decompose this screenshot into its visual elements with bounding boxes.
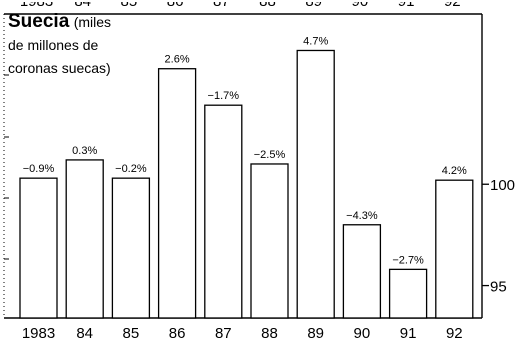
top-crop-mask bbox=[0, 0, 519, 2]
chart-title-main: Suecia bbox=[8, 11, 70, 32]
top-cut-label: 90 bbox=[352, 0, 369, 10]
bar bbox=[65, 159, 104, 319]
x-tick-label: 89 bbox=[307, 325, 324, 342]
bar bbox=[342, 224, 382, 319]
bar bbox=[19, 177, 58, 319]
top-cut-label: 85 bbox=[121, 0, 138, 10]
y-tick-label: 100 bbox=[490, 177, 515, 194]
x-tick-label: 84 bbox=[76, 325, 93, 342]
bar-data-label: −2.5% bbox=[254, 149, 286, 161]
chart-title: Suecia (miles de millones de coronas sue… bbox=[8, 10, 111, 80]
chart-title-unit-part-1: (miles bbox=[73, 14, 112, 30]
bar bbox=[435, 179, 474, 319]
x-tick-label: 85 bbox=[123, 325, 140, 342]
bar-data-label: −2.7% bbox=[392, 254, 424, 266]
x-tick-label: 1983 bbox=[22, 325, 55, 342]
bar bbox=[111, 177, 151, 319]
top-cut-label: 1983 bbox=[20, 0, 53, 10]
bar-data-label: −0.9% bbox=[23, 163, 55, 175]
bar-data-label: 2.6% bbox=[165, 54, 190, 66]
chart-title-unit-part-2: de millones de bbox=[8, 37, 99, 53]
top-cut-label: 92 bbox=[444, 0, 461, 10]
bar-data-label: −0.2% bbox=[115, 163, 147, 175]
top-cut-label: 87 bbox=[213, 0, 230, 10]
bar-data-label: 4.2% bbox=[442, 165, 467, 177]
bar bbox=[388, 268, 428, 319]
x-tick-label: 91 bbox=[400, 325, 417, 342]
y-tick-label: 95 bbox=[490, 279, 507, 296]
top-cut-label: 86 bbox=[167, 0, 184, 10]
bar bbox=[157, 68, 197, 319]
bar bbox=[204, 104, 243, 319]
top-cut-label: 91 bbox=[398, 0, 415, 10]
bar-data-label: 0.3% bbox=[72, 145, 97, 157]
bar bbox=[250, 163, 289, 319]
chart-title-unit-part-3: coronas suecas) bbox=[8, 60, 111, 76]
bar-data-label: −4.3% bbox=[346, 210, 378, 222]
bar-data-label: 4.7% bbox=[303, 35, 328, 47]
x-tick-label: 90 bbox=[354, 325, 371, 342]
top-cut-label: 84 bbox=[74, 0, 91, 10]
x-tick-label: 92 bbox=[446, 325, 463, 342]
top-cut-label: 89 bbox=[305, 0, 322, 10]
x-tick-label: 86 bbox=[169, 325, 186, 342]
bar-data-label: −1.7% bbox=[208, 90, 240, 102]
bar bbox=[296, 49, 335, 319]
top-cut-label: 88 bbox=[259, 0, 276, 10]
x-tick-label: 88 bbox=[261, 325, 278, 342]
x-tick-label: 87 bbox=[215, 325, 232, 342]
